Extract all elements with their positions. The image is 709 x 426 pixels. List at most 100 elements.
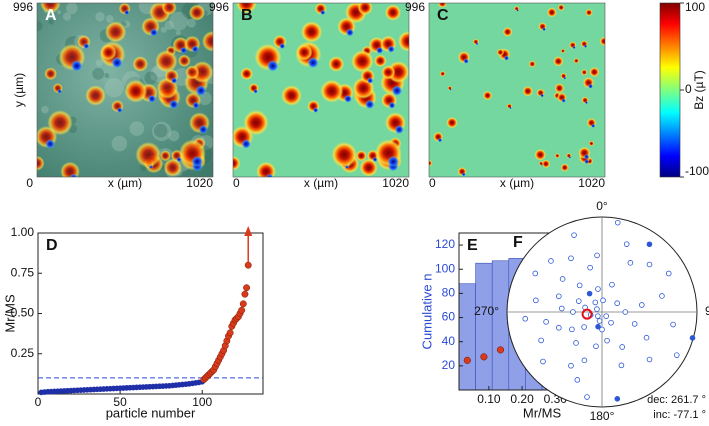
field-blob bbox=[397, 30, 409, 52]
x-axis-label: particle number bbox=[106, 405, 196, 420]
direction-point bbox=[595, 313, 601, 319]
field-blob bbox=[124, 79, 148, 103]
field-blob bbox=[37, 155, 45, 171]
direction-point bbox=[659, 293, 665, 299]
field-blob bbox=[429, 159, 433, 167]
field-dipole bbox=[169, 99, 179, 110]
texture bbox=[153, 123, 168, 138]
field-dipole bbox=[266, 60, 279, 72]
field-blob bbox=[163, 158, 182, 177]
field-blob bbox=[351, 50, 374, 73]
direction-point bbox=[575, 298, 582, 304]
data-point bbox=[496, 346, 505, 354]
y-tick-label: 60 bbox=[442, 310, 456, 324]
field-blob bbox=[256, 161, 276, 177]
field-dipole bbox=[568, 156, 571, 159]
field-blob bbox=[554, 153, 560, 159]
direction-point bbox=[596, 318, 603, 324]
y-tick-label: 1.00 bbox=[11, 225, 35, 239]
field-blob bbox=[132, 56, 149, 72]
field-dipole bbox=[391, 85, 403, 96]
x-tick-label: 1020 bbox=[382, 176, 409, 190]
texture bbox=[41, 105, 49, 114]
direction-point bbox=[609, 281, 615, 288]
field-dipole bbox=[503, 55, 510, 61]
field-blob bbox=[534, 148, 547, 161]
field-blob bbox=[553, 56, 564, 67]
field-blob bbox=[155, 50, 178, 73]
y-tick-label: 0.75 bbox=[11, 265, 35, 279]
colorbar-tick-label: 100 bbox=[685, 0, 705, 14]
field-dipole bbox=[147, 94, 156, 103]
direction-point bbox=[584, 394, 590, 400]
field-blob bbox=[281, 85, 302, 106]
direction-point bbox=[646, 261, 653, 268]
field-blob bbox=[589, 67, 600, 77]
bar bbox=[491, 260, 510, 391]
direction-point bbox=[604, 337, 610, 344]
direction-point bbox=[673, 352, 680, 358]
field-blob bbox=[496, 48, 505, 56]
direction-point bbox=[532, 270, 539, 277]
field-blob bbox=[47, 110, 73, 136]
data-point bbox=[239, 300, 247, 308]
direction-point bbox=[614, 300, 620, 307]
bar bbox=[475, 262, 493, 391]
field-blob bbox=[554, 83, 565, 94]
map-image bbox=[37, 3, 213, 177]
direction-point bbox=[594, 306, 600, 312]
field-dipole bbox=[83, 43, 90, 49]
field-blob bbox=[437, 3, 447, 8]
field-dipole bbox=[191, 155, 204, 168]
x-tick-label: 0.20 bbox=[510, 392, 534, 406]
field-dipole bbox=[180, 46, 188, 54]
field-dipole bbox=[588, 83, 593, 89]
direction-point bbox=[638, 302, 645, 308]
direction-point bbox=[581, 324, 587, 330]
field-blob bbox=[528, 60, 536, 68]
texture bbox=[104, 72, 110, 78]
direction-point bbox=[627, 260, 634, 266]
field-dipole bbox=[70, 60, 83, 72]
field-dipole bbox=[509, 106, 512, 110]
direction-point bbox=[614, 396, 621, 402]
direction-point bbox=[593, 343, 599, 350]
y-tick-label: 80 bbox=[442, 286, 456, 300]
texture bbox=[104, 78, 124, 98]
x-tick-label: 1020 bbox=[578, 176, 605, 190]
direction-point bbox=[587, 264, 593, 271]
field-blob bbox=[104, 21, 127, 43]
direction-point bbox=[570, 309, 576, 315]
field-dipole bbox=[475, 42, 479, 46]
field-dipole bbox=[365, 99, 375, 110]
field-blob bbox=[560, 163, 569, 172]
map-frame bbox=[36, 2, 214, 178]
direction-point bbox=[558, 305, 565, 312]
y-tick-label: 40 bbox=[442, 334, 456, 348]
direction-point bbox=[594, 252, 600, 259]
field-blob bbox=[581, 69, 588, 76]
direction-label: 180° bbox=[590, 409, 615, 423]
field-blob bbox=[296, 44, 313, 61]
direction-point bbox=[576, 282, 583, 289]
direction-point bbox=[614, 219, 621, 226]
direction-point bbox=[595, 323, 601, 330]
field-blob bbox=[357, 3, 373, 16]
field-dipole bbox=[572, 45, 576, 50]
field-dipole bbox=[195, 85, 207, 96]
field-blob bbox=[560, 48, 566, 54]
mean-label: inc: -77.1 ° bbox=[653, 409, 706, 421]
direction-point bbox=[643, 334, 650, 341]
plot-frame bbox=[37, 232, 264, 395]
field-dipole bbox=[461, 172, 466, 177]
field-blob bbox=[482, 90, 493, 101]
field-blob bbox=[178, 54, 191, 68]
direction-point bbox=[571, 232, 577, 238]
texture bbox=[111, 135, 128, 152]
y-tick-label: 996 bbox=[405, 0, 425, 14]
direction-label: 270° bbox=[474, 304, 499, 318]
mean-direction bbox=[581, 308, 593, 320]
map-image bbox=[233, 3, 409, 177]
y-axis-label: y (µm) bbox=[12, 73, 26, 107]
